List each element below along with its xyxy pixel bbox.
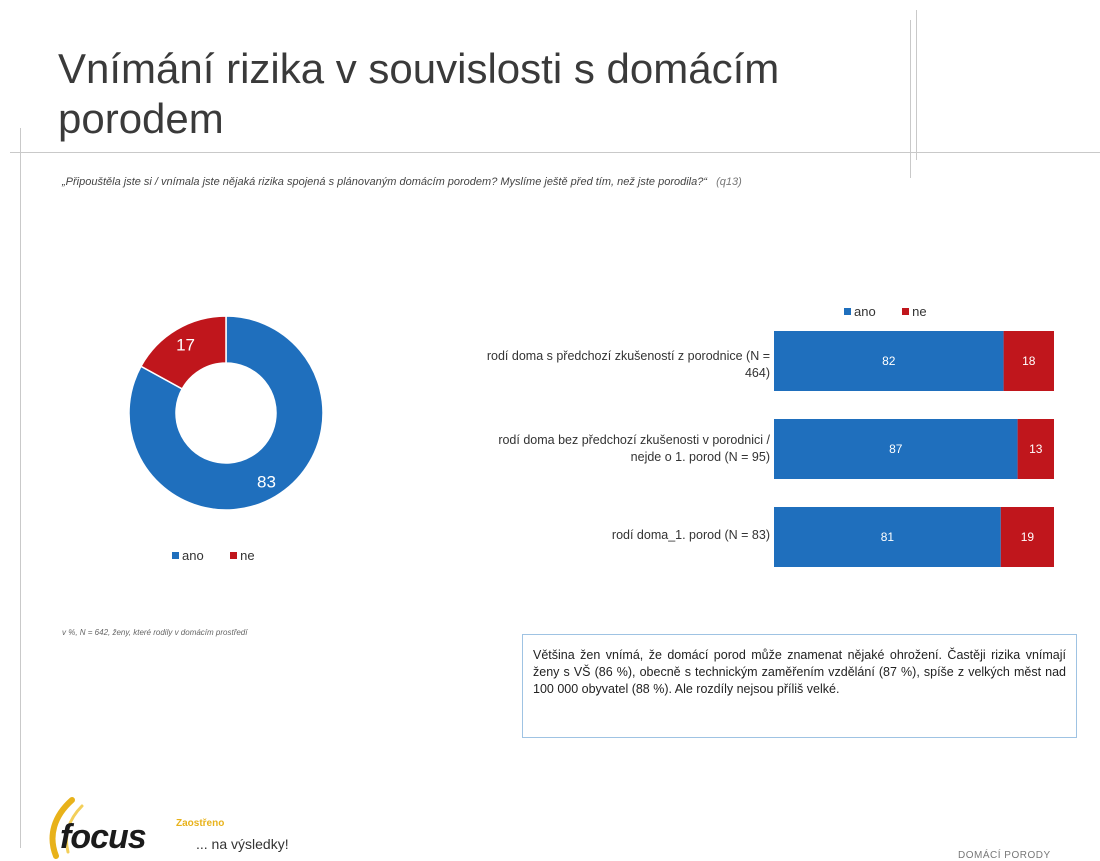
bar-value-label: 81 bbox=[881, 530, 895, 544]
logo-swoosh bbox=[49, 797, 75, 859]
footer-brand: Zaostřeno bbox=[176, 818, 225, 829]
page-title: Vnímání rizika v souvislosti s domácím p… bbox=[58, 45, 780, 142]
summary-callout: Většina žen vnímá, že domácí porod může … bbox=[522, 634, 1077, 738]
bar-legend: ano ne bbox=[844, 302, 949, 320]
footer-tagline: ... na výsledky! bbox=[196, 836, 289, 852]
frame-line-horizontal bbox=[10, 152, 1100, 153]
bar-segment-ne bbox=[1003, 331, 1054, 391]
stacked-bar-chart: 82 18 87 13 81 19 bbox=[774, 331, 1054, 567]
legend-swatch-ne bbox=[902, 308, 910, 315]
donut-value-label: 17 bbox=[176, 336, 195, 355]
bar-value-label: 82 bbox=[882, 354, 896, 368]
chart-note: v %, N = 642, ženy, které rodily v domác… bbox=[62, 628, 248, 637]
question-code: (q13) bbox=[716, 176, 742, 188]
bar-category-label: rodí doma bez předchozí zkušenosti v por… bbox=[498, 433, 770, 464]
legend-swatch-ano bbox=[844, 308, 851, 315]
bar-segment-ano bbox=[774, 507, 1001, 567]
footer-section: DOMÁCÍ PORODY bbox=[958, 850, 1051, 861]
legend-label-ano: ano bbox=[182, 548, 204, 563]
bar-legend-item-ne: ne bbox=[902, 304, 927, 319]
bar-category-label: rodí doma s předchozí zkušeností z porod… bbox=[486, 349, 770, 380]
bar-segment-ano bbox=[774, 419, 1018, 479]
donut-slice-ano bbox=[128, 315, 324, 511]
survey-question: „Připouštěla jste si / vnímala jste něja… bbox=[62, 176, 1072, 188]
donut-slice-ne bbox=[139, 315, 227, 390]
legend-label-ano: ano bbox=[854, 304, 876, 319]
legend-swatch-ano bbox=[172, 552, 179, 559]
frame-line-vertical-right bbox=[910, 20, 911, 178]
bar-segment-ne bbox=[1000, 507, 1054, 567]
donut-value-label: 83 bbox=[257, 472, 276, 491]
logo-swoosh-inner bbox=[65, 804, 84, 854]
frame-line-vertical-left bbox=[20, 128, 21, 848]
frame-line-vertical-right2 bbox=[916, 10, 917, 160]
bar-segment-ano bbox=[774, 331, 1004, 391]
bar-legend-item-ano: ano bbox=[844, 304, 876, 319]
donut-legend: ano ne bbox=[172, 546, 277, 564]
bar-value-label: 18 bbox=[1022, 354, 1036, 368]
donut-legend-item-ne: ne bbox=[230, 548, 255, 563]
bar-value-label: 87 bbox=[889, 442, 903, 456]
logo-text: focus bbox=[60, 818, 147, 856]
bar-value-label: 13 bbox=[1029, 442, 1043, 456]
bar-category-label: rodí doma_1. porod (N = 83) bbox=[611, 528, 770, 542]
bar-value-label: 19 bbox=[1021, 530, 1035, 544]
question-text: „Připouštěla jste si / vnímala jste něja… bbox=[62, 176, 708, 188]
legend-swatch-ne bbox=[230, 552, 238, 559]
legend-label-ne: ne bbox=[240, 548, 255, 563]
donut-chart: 83 17 bbox=[128, 315, 324, 511]
donut-legend-item-ano: ano bbox=[172, 548, 204, 563]
legend-label-ne: ne bbox=[912, 304, 927, 319]
focus-logo bbox=[49, 797, 84, 859]
bar-segment-ne bbox=[1017, 419, 1054, 479]
